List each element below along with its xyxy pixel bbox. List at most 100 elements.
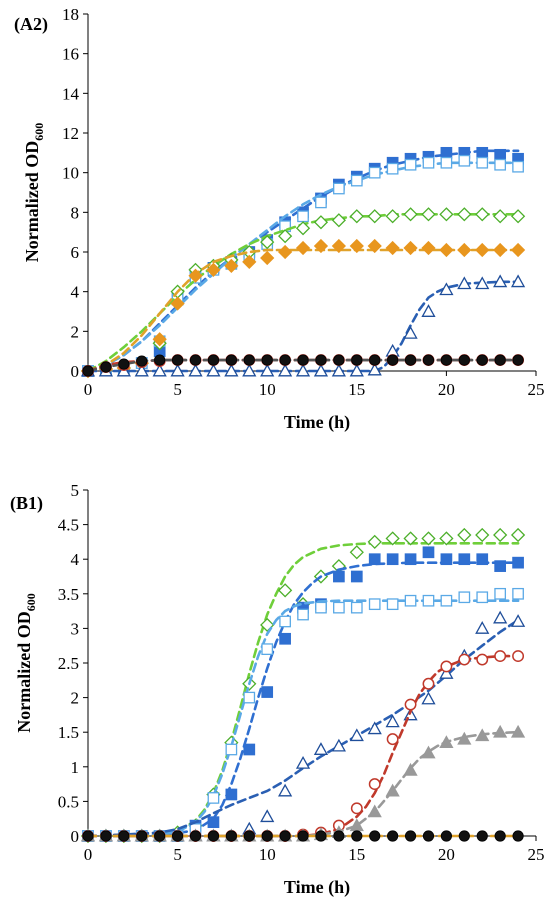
data-point bbox=[154, 830, 166, 842]
data-point bbox=[421, 745, 436, 759]
data-point bbox=[439, 207, 454, 222]
data-point bbox=[386, 733, 399, 746]
y-tick-label: 4 bbox=[71, 283, 80, 302]
data-point bbox=[493, 209, 508, 224]
data-point bbox=[349, 238, 364, 254]
data-point bbox=[278, 244, 293, 260]
data-point bbox=[510, 242, 526, 258]
data-point bbox=[367, 721, 382, 735]
data-point bbox=[295, 756, 311, 769]
data-point bbox=[493, 724, 508, 738]
y-tick-label: 3 bbox=[71, 619, 80, 638]
y-tick-label: 6 bbox=[71, 243, 80, 262]
data-point bbox=[313, 215, 329, 230]
data-point bbox=[242, 254, 257, 270]
data-point bbox=[368, 166, 381, 179]
y-tick-label: 5 bbox=[71, 481, 80, 500]
data-point bbox=[350, 601, 363, 614]
y-tick-label: 4.5 bbox=[58, 516, 79, 535]
data-point bbox=[476, 354, 488, 366]
data-point bbox=[494, 830, 506, 842]
y-tick-label: 18 bbox=[62, 5, 79, 24]
data-point bbox=[421, 531, 436, 546]
fit-curve bbox=[86, 213, 520, 373]
data-point bbox=[510, 527, 526, 543]
data-point bbox=[403, 531, 418, 546]
data-point bbox=[118, 830, 130, 842]
y-axis-label: Normalized OD600 bbox=[22, 123, 46, 262]
data-point bbox=[510, 209, 526, 224]
data-point bbox=[279, 615, 291, 628]
data-point bbox=[439, 735, 454, 749]
data-point bbox=[457, 242, 472, 258]
series-5 bbox=[80, 274, 526, 377]
data-point bbox=[494, 587, 507, 600]
data-point bbox=[278, 783, 293, 797]
data-point bbox=[351, 354, 363, 366]
data-point bbox=[422, 156, 435, 169]
data-point bbox=[100, 830, 112, 842]
data-point bbox=[313, 238, 329, 254]
data-point bbox=[260, 363, 275, 377]
data-point bbox=[206, 262, 221, 277]
data-point bbox=[207, 816, 220, 829]
data-point bbox=[458, 354, 470, 366]
fit-curve bbox=[86, 280, 520, 373]
data-point bbox=[422, 594, 435, 607]
data-point bbox=[385, 714, 400, 728]
chart-panel-1: 0 2 4 6 8 10 12 14 16 18 0 5 10 15 20 25 Time (h) Normali… bbox=[14, 5, 545, 433]
data-point bbox=[295, 221, 311, 236]
data-point bbox=[297, 210, 309, 223]
data-point bbox=[385, 209, 400, 224]
y-tick-label: 0.5 bbox=[58, 792, 79, 811]
data-point bbox=[261, 830, 273, 842]
x-tick-label: 20 bbox=[438, 380, 455, 399]
fit-curve bbox=[86, 730, 520, 838]
data-point bbox=[510, 614, 526, 627]
series-1 bbox=[80, 527, 526, 844]
data-point bbox=[207, 830, 220, 842]
data-point bbox=[458, 653, 471, 666]
data-point bbox=[278, 583, 293, 598]
series-6 bbox=[80, 724, 526, 842]
data-point bbox=[494, 354, 506, 366]
data-point bbox=[386, 598, 399, 611]
data-point bbox=[422, 546, 435, 559]
data-point bbox=[440, 660, 453, 673]
data-point bbox=[260, 809, 275, 823]
data-point bbox=[243, 354, 255, 366]
x-tick-label: 5 bbox=[173, 845, 182, 864]
data-point bbox=[404, 354, 417, 366]
data-point bbox=[457, 731, 472, 745]
data-point bbox=[349, 728, 364, 742]
data-point bbox=[350, 174, 363, 187]
data-point bbox=[207, 792, 220, 804]
fit-curve bbox=[86, 358, 520, 373]
data-point bbox=[368, 553, 381, 566]
data-point bbox=[404, 594, 417, 607]
data-point bbox=[134, 363, 149, 377]
data-point bbox=[404, 158, 417, 171]
series-2 bbox=[82, 154, 524, 377]
data-point bbox=[350, 570, 363, 583]
data-point bbox=[297, 608, 309, 621]
y-tick-label: 14 bbox=[62, 84, 80, 103]
y-tick-label: 8 bbox=[71, 203, 80, 222]
data-point bbox=[313, 742, 329, 755]
series-4 bbox=[80, 238, 526, 379]
y-tick-label: 1 bbox=[71, 758, 80, 777]
data-point bbox=[367, 238, 382, 254]
data-point bbox=[224, 363, 239, 377]
data-point bbox=[440, 354, 452, 366]
data-point bbox=[333, 182, 345, 195]
data-point bbox=[333, 830, 345, 842]
data-point bbox=[369, 830, 381, 842]
data-point bbox=[315, 196, 327, 209]
data-point bbox=[367, 804, 382, 818]
data-point bbox=[494, 650, 507, 663]
data-point bbox=[295, 363, 311, 377]
data-point bbox=[368, 778, 381, 791]
y-tick-label: 2 bbox=[71, 689, 80, 708]
data-point bbox=[331, 213, 346, 228]
data-point bbox=[476, 146, 489, 159]
